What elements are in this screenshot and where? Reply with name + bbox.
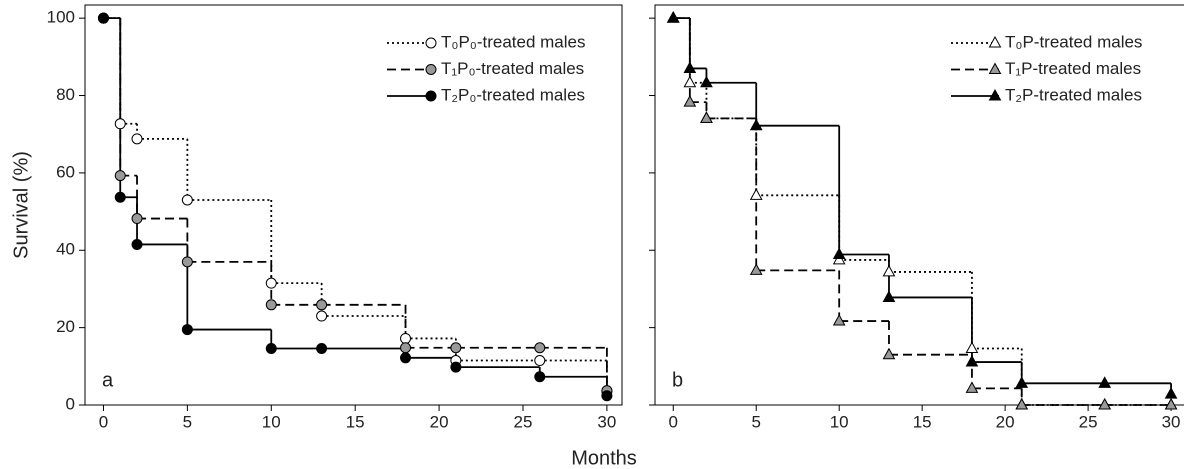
marker xyxy=(1098,397,1112,410)
plot-frame xyxy=(654,4,1184,406)
marker xyxy=(181,194,193,206)
legend-marker xyxy=(988,88,1002,101)
marker xyxy=(400,332,412,344)
marker xyxy=(131,213,143,225)
marker xyxy=(114,170,126,182)
x-tick-label: 5 xyxy=(751,412,760,431)
x-tick-label: 10 xyxy=(262,412,281,431)
marker xyxy=(1015,376,1029,388)
y-tick-label: 0 xyxy=(66,394,75,413)
y-tick-label: 60 xyxy=(56,162,75,181)
marker xyxy=(114,118,126,130)
marker xyxy=(832,247,846,260)
marker xyxy=(265,277,277,289)
legend-marker xyxy=(988,62,1002,74)
marker xyxy=(683,61,697,73)
marker xyxy=(316,299,328,311)
marker xyxy=(131,238,143,250)
marker xyxy=(965,381,979,393)
x-tick-label: 10 xyxy=(830,412,849,431)
legend-marker xyxy=(425,37,437,49)
x-tick-label: 25 xyxy=(514,412,533,431)
y-tick-label: 40 xyxy=(56,240,75,259)
y-tick-label: 80 xyxy=(56,85,75,104)
marker xyxy=(749,263,763,275)
marker xyxy=(882,347,896,360)
marker xyxy=(114,191,126,203)
legend-marker xyxy=(425,64,437,75)
marker xyxy=(265,343,277,355)
x-tick-label: 20 xyxy=(430,412,449,431)
marker xyxy=(1164,397,1178,410)
plot-frame xyxy=(84,4,623,406)
x-tick-label: 0 xyxy=(99,412,108,431)
marker xyxy=(534,371,546,383)
marker xyxy=(534,342,546,354)
legend-marker xyxy=(425,90,437,102)
x-tick-label: 30 xyxy=(1162,412,1181,431)
marker xyxy=(882,264,896,277)
marker xyxy=(534,355,546,367)
y-axis-label: Survival (%) xyxy=(10,151,32,259)
x-tick-label: 20 xyxy=(996,412,1015,431)
legend-label: T₁P₀-treated males xyxy=(441,59,584,78)
marker xyxy=(683,95,697,107)
marker xyxy=(700,111,713,123)
marker xyxy=(400,352,412,364)
marker xyxy=(749,188,763,200)
marker xyxy=(400,342,412,354)
marker xyxy=(316,310,328,322)
marker xyxy=(601,390,613,402)
panel-label: a xyxy=(102,369,114,391)
marker xyxy=(1098,376,1112,388)
marker xyxy=(181,256,193,268)
marker xyxy=(683,75,697,88)
panel-label: b xyxy=(672,369,683,391)
legend-marker xyxy=(988,35,1002,48)
legend-label: T₁P-treated males xyxy=(1005,59,1141,78)
marker xyxy=(749,118,763,131)
x-tick-label: 15 xyxy=(913,412,932,431)
marker xyxy=(882,290,896,302)
marker xyxy=(965,355,979,367)
x-tick-label: 0 xyxy=(669,412,678,431)
legend-label: T₂P-treated males xyxy=(1005,85,1142,104)
marker xyxy=(131,133,143,145)
marker xyxy=(1015,397,1029,410)
x-tick-label: 5 xyxy=(183,412,192,431)
legend-label: T₂P₀-treated males xyxy=(441,85,585,104)
legend-label: T₀P-treated males xyxy=(1005,32,1142,51)
marker xyxy=(700,75,713,88)
x-tick-label: 30 xyxy=(597,412,616,431)
legend-label: T₀P₀-treated males xyxy=(441,32,586,51)
marker xyxy=(450,342,462,354)
x-tick-label: 25 xyxy=(1079,412,1098,431)
marker xyxy=(316,343,328,355)
marker xyxy=(97,12,109,24)
y-tick-label: 100 xyxy=(47,8,75,27)
x-axis-label: Months xyxy=(571,447,637,469)
y-tick-label: 20 xyxy=(56,317,75,336)
marker xyxy=(181,324,193,336)
x-tick-label: 15 xyxy=(346,412,365,431)
marker xyxy=(832,314,846,326)
marker xyxy=(965,341,979,354)
marker xyxy=(265,299,277,311)
marker xyxy=(1164,387,1178,399)
marker xyxy=(450,361,462,373)
marker xyxy=(666,11,680,23)
